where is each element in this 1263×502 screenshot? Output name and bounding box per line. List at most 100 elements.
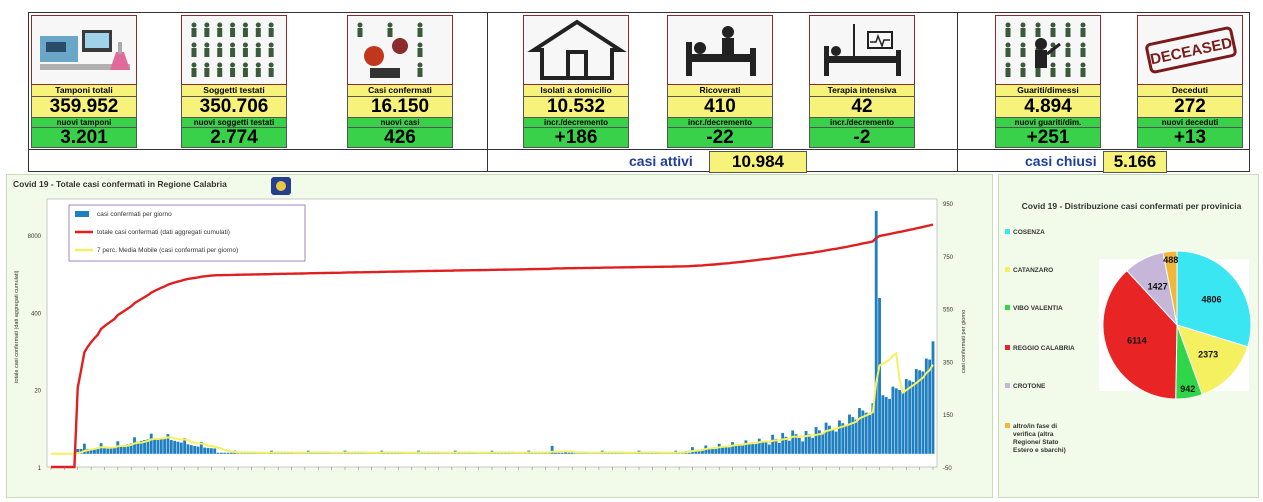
daily-bar bbox=[797, 437, 801, 454]
kpi-terapia: Terapia intensiva 42 incr./decremento -2 bbox=[809, 15, 915, 148]
daily-bar bbox=[216, 452, 220, 454]
pie-legend-swatch bbox=[1005, 229, 1010, 234]
kpi-value: 359.952 bbox=[31, 97, 137, 118]
kpi-value: 4.894 bbox=[995, 97, 1101, 118]
kpi-label: Deceduti bbox=[1137, 85, 1243, 97]
daily-bar bbox=[851, 417, 855, 454]
daily-bar bbox=[817, 430, 821, 454]
pie-slice bbox=[1162, 250, 1178, 326]
kpi-value: 272 bbox=[1137, 97, 1243, 118]
legend-label: casi confermati per giorno bbox=[97, 211, 172, 218]
kpi-label: Casi confermati bbox=[347, 85, 453, 97]
people-grid-icon bbox=[181, 15, 287, 85]
daily-bar bbox=[196, 446, 200, 454]
pie-legend-swatch bbox=[1005, 305, 1010, 310]
daily-bar bbox=[213, 448, 217, 454]
pie-slice-label: 1427 bbox=[1148, 282, 1168, 292]
virus-people-icon bbox=[347, 15, 453, 85]
daily-bar bbox=[868, 414, 871, 454]
daily-bar bbox=[123, 445, 126, 454]
daily-bar bbox=[814, 427, 818, 454]
pie-slice-label: 4806 bbox=[1202, 295, 1222, 305]
daily-bar bbox=[807, 434, 811, 454]
kpi-casi: Casi confermati 16.150 nuovi casi 426 bbox=[347, 15, 453, 148]
daily-bar bbox=[173, 440, 177, 454]
daily-bar bbox=[824, 422, 828, 454]
daily-bar bbox=[858, 408, 861, 454]
daily-bar bbox=[898, 389, 902, 454]
daily-bar bbox=[834, 431, 838, 454]
pie-legend-label: altro/in fase di verifica (altra Regione/ … bbox=[1013, 423, 1066, 454]
daily-bar bbox=[848, 414, 851, 454]
kpi-sub-label: nuovi casi bbox=[347, 118, 453, 128]
daily-bar bbox=[707, 448, 711, 454]
right-tick-label: 950 bbox=[943, 202, 954, 208]
daily-bar bbox=[714, 447, 718, 454]
pie-legend-label: VIBO VALENTIA bbox=[1013, 305, 1063, 312]
daily-bar bbox=[229, 452, 233, 454]
daily-bar bbox=[781, 432, 785, 454]
kpi-sub-value: +251 bbox=[995, 128, 1101, 148]
pie-slice-label: 6114 bbox=[1127, 335, 1147, 345]
daily-bar bbox=[557, 452, 561, 454]
left-tick-label: 8000 bbox=[28, 234, 42, 240]
casi-attivi-value: 10.984 bbox=[709, 151, 807, 173]
house-icon bbox=[523, 15, 629, 85]
kpi-label: Isolati a domicilio bbox=[523, 85, 629, 97]
pie-panel: Covid 19 - Distribuzione casi confermati… bbox=[998, 174, 1259, 498]
daily-bar bbox=[821, 433, 825, 454]
pie-legend-swatch bbox=[1005, 383, 1010, 388]
daily-bar bbox=[747, 443, 751, 454]
kpi-sub-label: incr./decremento bbox=[809, 118, 915, 128]
right-tick-label: 550 bbox=[943, 308, 954, 314]
daily-bar bbox=[754, 442, 758, 454]
daily-bar bbox=[911, 381, 915, 454]
legend-label: totale casi confermati (dati aggregati c… bbox=[97, 229, 230, 236]
casi-chiusi-value: 5.166 bbox=[1103, 151, 1167, 173]
pie-legend-swatch bbox=[1005, 267, 1010, 272]
province-pie-chart: 4806 2373 942 6114 1427 488 COSENZA CATANZARO VI… bbox=[1005, 229, 1252, 454]
daily-bar bbox=[841, 423, 845, 454]
daily-bar bbox=[861, 410, 865, 454]
daily-bar bbox=[166, 434, 170, 454]
kpi-sub-value: -22 bbox=[667, 128, 773, 148]
kpi-tamponi: Tamponi totali 359.952 nuovi tamponi 3.2… bbox=[31, 15, 137, 148]
daily-bar bbox=[791, 430, 795, 454]
daily-bar bbox=[901, 391, 905, 454]
cases-chart: 8000 400 20 1 950 750 550 350 150 -50 totale casi … bbox=[14, 198, 967, 472]
kpi-value: 16.150 bbox=[347, 97, 453, 118]
daily-bar bbox=[908, 380, 912, 454]
kpi-label: Guariti/dimessi bbox=[995, 85, 1101, 97]
daily-bar bbox=[109, 447, 113, 454]
daily-bar bbox=[777, 442, 781, 454]
daily-bar bbox=[139, 440, 143, 454]
pie-legend-swatch bbox=[1005, 345, 1010, 350]
daily-bar bbox=[153, 438, 156, 454]
pie-slice bbox=[1176, 250, 1252, 348]
legend-swatch bbox=[75, 211, 89, 217]
daily-bar bbox=[554, 452, 557, 454]
pie-legend-swatch bbox=[1005, 423, 1010, 428]
kpi-sub-label: incr./decremento bbox=[523, 118, 629, 128]
daily-bar bbox=[199, 441, 203, 454]
kpi-value: 10.532 bbox=[523, 97, 629, 118]
pie-slice-label: 488 bbox=[1163, 255, 1178, 265]
left-tick-label: 20 bbox=[34, 389, 41, 395]
daily-bar bbox=[804, 430, 808, 454]
daily-bar bbox=[904, 379, 908, 454]
daily-bar bbox=[854, 419, 858, 454]
daily-bar bbox=[931, 341, 935, 454]
daily-bar bbox=[874, 210, 878, 454]
daily-bar bbox=[811, 437, 815, 454]
cumulative-line bbox=[51, 223, 934, 469]
daily-bar bbox=[878, 298, 881, 454]
kpi-guariti: Guariti/dimessi 4.894 nuovi guariti/dim.… bbox=[995, 15, 1101, 148]
daily-bar bbox=[918, 370, 922, 454]
daily-bar bbox=[169, 440, 173, 454]
daily-bar bbox=[894, 388, 898, 454]
daily-bar bbox=[203, 447, 207, 454]
kpi-panel: Tamponi totali 359.952 nuovi tamponi 3.2… bbox=[28, 12, 1250, 173]
daily-bar bbox=[734, 444, 738, 454]
region-emblem-icon bbox=[271, 177, 291, 195]
pie-legend-label: CATANZARO bbox=[1013, 267, 1053, 274]
